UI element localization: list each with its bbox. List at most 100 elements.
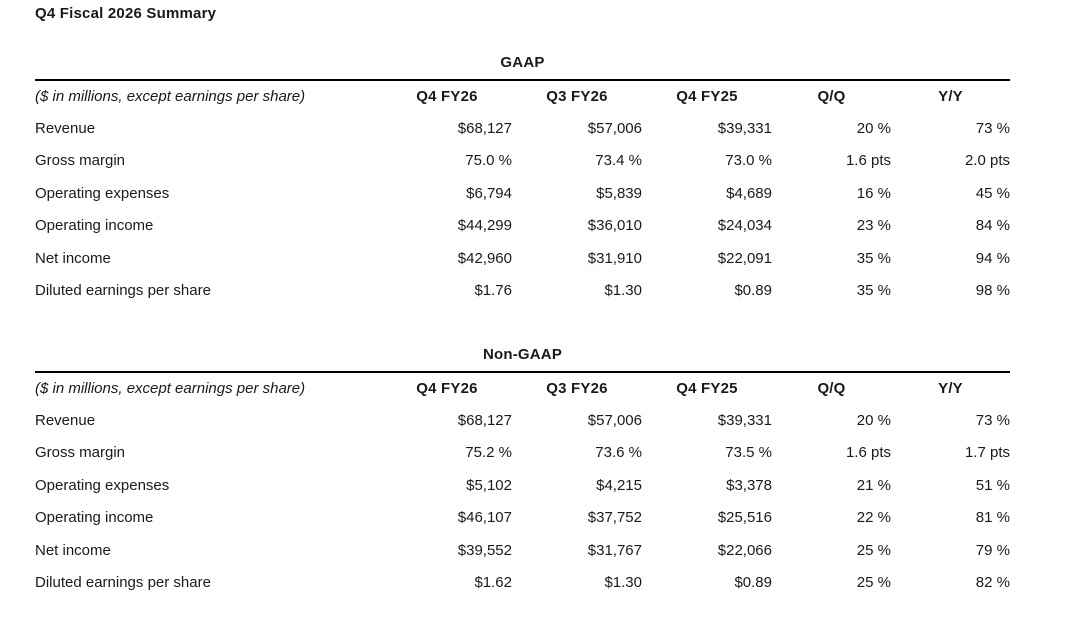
gaap-table-body: Revenue $68,127 $57,006 $39,331 20 % 73 … (35, 112, 1010, 307)
column-header-q4fy26: Q4 FY26 (382, 371, 512, 404)
cell-qq: 20 % (856, 119, 891, 137)
cell-qq: 23 % (856, 217, 891, 235)
cell-qq: 1.6 pts (845, 152, 891, 170)
cell-qq: 1.6 pts (845, 444, 891, 462)
cell-yy: 2.0 pts (964, 152, 1010, 170)
cell-q3fy26: 73.4 % (595, 152, 642, 170)
cell-yy: 94 % (975, 249, 1010, 267)
cell-qq: 25 % (856, 541, 891, 559)
cell-yy: 81 % (975, 509, 1010, 527)
table-row: Gross margin 75.2 % 73.6 % 73.5 % 1.6 pt… (35, 437, 1010, 470)
table-row: Gross margin 75.0 % 73.4 % 73.0 % 1.6 pt… (35, 145, 1010, 178)
column-header-q4fy25: Q4 FY25 (642, 79, 772, 112)
cell-q4fy25: $39,331 (717, 119, 772, 137)
column-header-q4fy25: Q4 FY25 (642, 371, 772, 404)
cell-q4fy25: 73.5 % (725, 444, 772, 462)
non-gaap-table-caption: Non-GAAP (482, 346, 563, 363)
table-row: Operating income $44,299 $36,010 $24,034… (35, 210, 1010, 243)
row-label: Operating expenses (35, 184, 170, 202)
cell-q4fy25: 73.0 % (725, 152, 772, 170)
cell-q4fy25: $4,689 (726, 184, 772, 202)
cell-q3fy26: $1.30 (604, 282, 642, 300)
cell-yy: 51 % (975, 476, 1010, 494)
cell-qq: 35 % (856, 282, 891, 300)
table-row: Revenue $68,127 $57,006 $39,331 20 % 73 … (35, 404, 1010, 437)
table-row: Net income $42,960 $31,910 $22,091 35 % … (35, 242, 1010, 275)
non-gaap-table-section: Non-GAAP ($ in millions, except earnings… (35, 347, 1010, 599)
cell-yy: 45 % (975, 184, 1010, 202)
cell-q3fy26: $31,910 (587, 249, 642, 267)
table-row: Revenue $68,127 $57,006 $39,331 20 % 73 … (35, 112, 1010, 145)
column-header-yy: Y/Y (891, 79, 1010, 112)
column-header-qq: Q/Q (772, 371, 891, 404)
cell-q3fy26: $57,006 (587, 119, 642, 137)
cell-yy: 98 % (975, 282, 1010, 300)
cell-q4fy26: $46,107 (457, 509, 512, 527)
row-label: Gross margin (35, 444, 126, 462)
cell-yy: 84 % (975, 217, 1010, 235)
units-note: ($ in millions, except earnings per shar… (35, 371, 382, 404)
cell-qq: 21 % (856, 476, 891, 494)
cell-yy: 79 % (975, 541, 1010, 559)
row-label: Operating expenses (35, 476, 170, 494)
column-header-q3fy26: Q3 FY26 (512, 79, 642, 112)
cell-q4fy26: $1.76 (474, 282, 512, 300)
cell-q4fy25: $0.89 (734, 282, 772, 300)
row-label: Revenue (35, 119, 96, 137)
gaap-table-section: GAAP ($ in millions, except earnings per… (35, 55, 1010, 307)
row-label: Diluted earnings per share (35, 574, 211, 592)
cell-q4fy26: $68,127 (457, 411, 512, 429)
table-row: Operating income $46,107 $37,752 $25,516… (35, 502, 1010, 535)
cell-q4fy25: $3,378 (726, 476, 772, 494)
cell-q4fy26: $42,960 (457, 249, 512, 267)
row-label: Operating income (35, 217, 154, 235)
cell-q4fy25: $0.89 (734, 574, 772, 592)
table-row: Operating expenses $6,794 $5,839 $4,689 … (35, 177, 1010, 210)
cell-q4fy25: $22,066 (717, 541, 772, 559)
cell-q3fy26: $36,010 (587, 217, 642, 235)
cell-yy: 73 % (975, 411, 1010, 429)
cell-q4fy26: $5,102 (466, 476, 512, 494)
cell-q3fy26: $31,767 (587, 541, 642, 559)
cell-q4fy26: 75.0 % (465, 152, 512, 170)
row-label: Net income (35, 249, 111, 267)
cell-q4fy25: $25,516 (717, 509, 772, 527)
cell-qq: 25 % (856, 574, 891, 592)
non-gaap-table-body: Revenue $68,127 $57,006 $39,331 20 % 73 … (35, 404, 1010, 599)
row-label: Revenue (35, 411, 96, 429)
table-row: Diluted earnings per share $1.62 $1.30 $… (35, 567, 1010, 600)
row-label: Gross margin (35, 152, 126, 170)
cell-q4fy26: $44,299 (457, 217, 512, 235)
cell-q3fy26: $4,215 (596, 476, 642, 494)
cell-yy: 73 % (975, 119, 1010, 137)
row-label: Operating income (35, 509, 154, 527)
cell-q4fy25: $22,091 (717, 249, 772, 267)
cell-qq: 35 % (856, 249, 891, 267)
row-label: Net income (35, 541, 111, 559)
non-gaap-table: ($ in millions, except earnings per shar… (35, 371, 1010, 599)
cell-q3fy26: $37,752 (587, 509, 642, 527)
cell-q4fy26: $39,552 (457, 541, 512, 559)
table-row: Operating expenses $5,102 $4,215 $3,378 … (35, 469, 1010, 502)
cell-yy: 1.7 pts (964, 444, 1010, 462)
cell-q4fy25: $24,034 (717, 217, 772, 235)
cell-q4fy26: $6,794 (466, 184, 512, 202)
cell-q4fy26: $68,127 (457, 119, 512, 137)
cell-yy: 82 % (975, 574, 1010, 592)
cell-q3fy26: $5,839 (596, 184, 642, 202)
cell-q3fy26: $1.30 (604, 574, 642, 592)
cell-q4fy26: 75.2 % (465, 444, 512, 462)
page-title: Q4 Fiscal 2026 Summary (35, 5, 217, 22)
cell-q4fy26: $1.62 (474, 574, 512, 592)
cell-qq: 22 % (856, 509, 891, 527)
row-label: Diluted earnings per share (35, 282, 211, 300)
column-header-q4fy26: Q4 FY26 (382, 79, 512, 112)
non-gaap-header-row: ($ in millions, except earnings per shar… (35, 371, 1010, 404)
gaap-table: ($ in millions, except earnings per shar… (35, 79, 1010, 307)
cell-q3fy26: $57,006 (587, 411, 642, 429)
table-row: Net income $39,552 $31,767 $22,066 25 % … (35, 534, 1010, 567)
cell-q4fy25: $39,331 (717, 411, 772, 429)
cell-q3fy26: 73.6 % (595, 444, 642, 462)
gaap-header-row: ($ in millions, except earnings per shar… (35, 79, 1010, 112)
